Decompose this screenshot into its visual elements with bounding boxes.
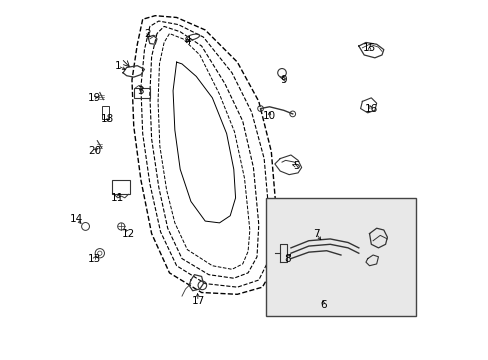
Text: 10: 10 bbox=[263, 111, 276, 121]
Text: 11: 11 bbox=[111, 193, 124, 203]
Text: 3: 3 bbox=[137, 86, 144, 96]
Text: 9: 9 bbox=[280, 75, 286, 85]
Text: 16: 16 bbox=[364, 104, 377, 113]
Text: 2: 2 bbox=[144, 28, 151, 39]
Text: 20: 20 bbox=[88, 147, 101, 157]
Text: 13: 13 bbox=[88, 253, 101, 264]
Text: 8: 8 bbox=[284, 253, 290, 264]
Text: 6: 6 bbox=[319, 300, 325, 310]
Text: 7: 7 bbox=[312, 229, 319, 239]
FancyBboxPatch shape bbox=[265, 198, 415, 316]
Text: 4: 4 bbox=[183, 36, 190, 46]
Text: 17: 17 bbox=[191, 296, 204, 306]
Text: 5: 5 bbox=[292, 161, 299, 171]
Text: 15: 15 bbox=[362, 43, 375, 53]
Bar bbox=[112, 180, 130, 194]
Text: 19: 19 bbox=[88, 93, 101, 103]
Bar bbox=[102, 106, 109, 119]
Bar bbox=[134, 88, 149, 98]
Text: 12: 12 bbox=[122, 229, 135, 239]
Text: 14: 14 bbox=[70, 214, 83, 224]
Text: 18: 18 bbox=[100, 114, 113, 124]
Text: 1: 1 bbox=[114, 61, 121, 71]
